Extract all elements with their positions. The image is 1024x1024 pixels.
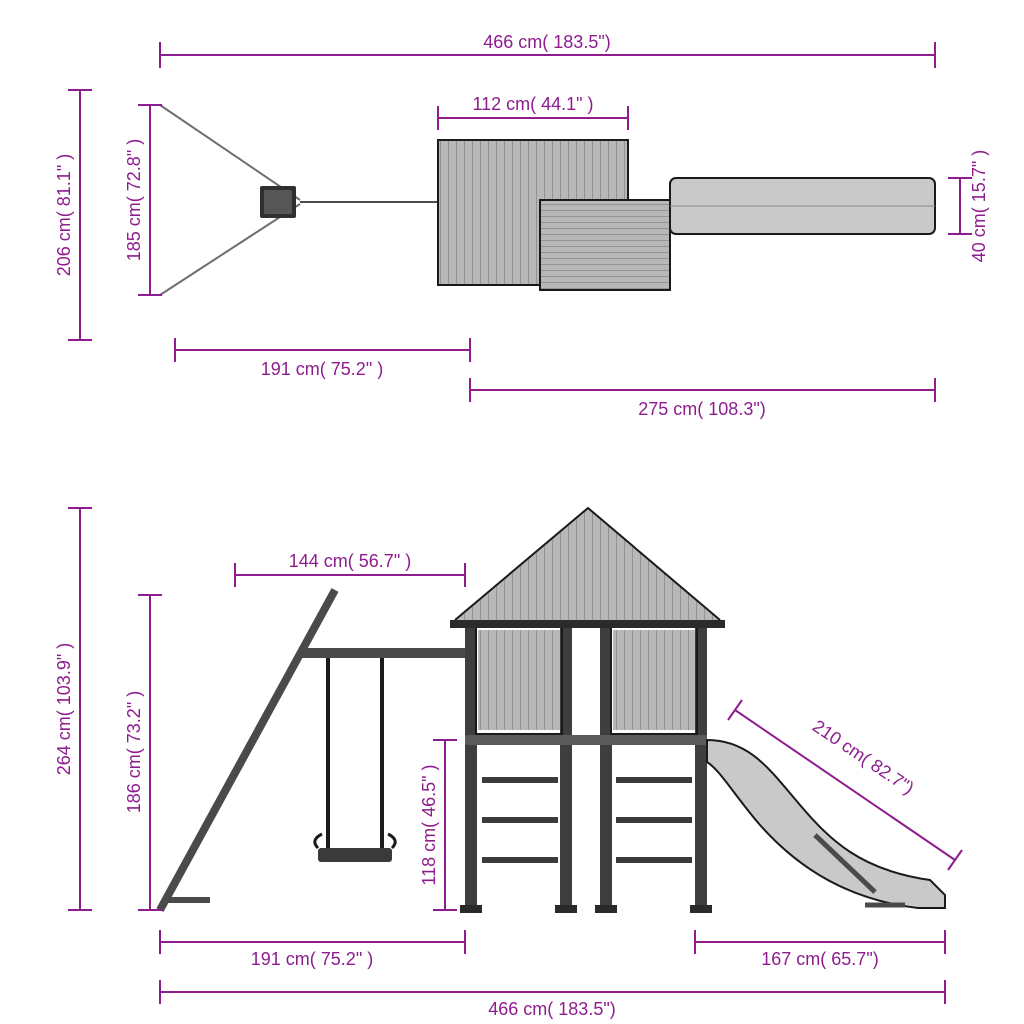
top-view <box>160 105 935 295</box>
side-slide <box>707 740 945 908</box>
dim-top-40: 40 cm( 15.7" ) <box>948 150 989 262</box>
dim-top-275: 275 cm( 108.3") <box>470 378 935 419</box>
dim-side-191-label: 191 cm( 75.2" ) <box>251 949 373 969</box>
technical-drawing: 466 cm( 183.5") 112 cm( 44.1" ) 206 cm( … <box>0 0 1024 1024</box>
top-swing-frame <box>160 105 438 295</box>
dim-side-167-label: 167 cm( 65.7") <box>761 949 878 969</box>
dim-top-191: 191 cm( 75.2" ) <box>175 338 470 379</box>
dim-side-167: 167 cm( 65.7") <box>695 930 945 969</box>
dim-side-144: 144 cm( 56.7" ) <box>235 551 465 587</box>
dim-top-466-label: 466 cm( 183.5") <box>483 32 610 52</box>
dim-side-191: 191 cm( 75.2" ) <box>160 930 465 969</box>
side-swing-seat <box>318 848 392 862</box>
dim-top-466: 466 cm( 183.5") <box>160 32 935 68</box>
dim-top-185: 185 cm( 72.8" ) <box>124 105 162 295</box>
dim-top-206: 206 cm( 81.1" ) <box>54 90 92 340</box>
dim-top-40-label: 40 cm( 15.7" ) <box>969 150 989 262</box>
dim-top-112-label: 112 cm( 44.1" ) <box>472 94 593 114</box>
dim-side-264: 264 cm( 103.9" ) <box>54 508 92 910</box>
dim-side-264-label: 264 cm( 103.9" ) <box>54 643 74 775</box>
side-tower <box>450 508 725 913</box>
side-ladder-left <box>482 780 558 860</box>
dim-side-118-label: 118 cm( 46.5" ) <box>419 764 439 885</box>
dim-top-275-label: 275 cm( 108.3") <box>638 399 765 419</box>
dim-side-210-label: 210 cm( 82.7") <box>809 716 918 798</box>
top-slide <box>670 178 935 234</box>
dim-top-185-label: 185 cm( 72.8" ) <box>124 139 144 261</box>
dim-side-186-label: 186 cm( 73.2" ) <box>124 691 144 813</box>
dim-top-191-label: 191 cm( 75.2" ) <box>261 359 383 379</box>
dim-side-466: 466 cm( 183.5") <box>160 980 945 1019</box>
dim-top-112: 112 cm( 44.1" ) <box>438 94 628 130</box>
dim-side-186: 186 cm( 73.2" ) <box>124 595 162 910</box>
dim-top-206-label: 206 cm( 81.1" ) <box>54 154 74 276</box>
side-view <box>160 508 945 913</box>
dim-side-118: 118 cm( 46.5" ) <box>419 740 457 910</box>
dim-side-466-label: 466 cm( 183.5") <box>488 999 615 1019</box>
dim-side-144-label: 144 cm( 56.7" ) <box>289 551 411 571</box>
top-secondary-platform <box>540 200 670 290</box>
side-ladder-right <box>616 780 692 860</box>
